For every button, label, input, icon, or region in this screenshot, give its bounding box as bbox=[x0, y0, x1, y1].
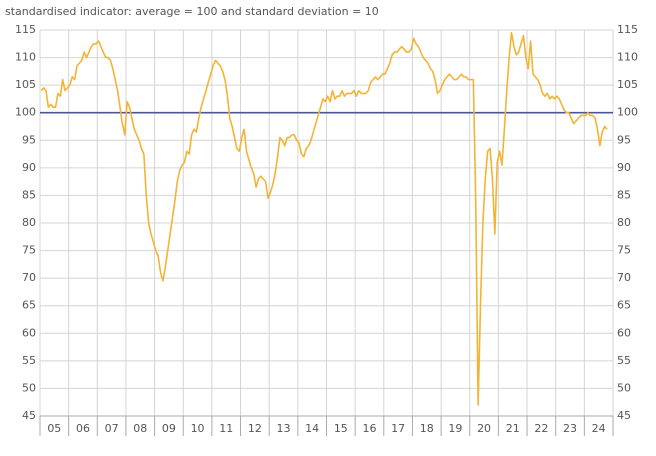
y2-tick-label: 85 bbox=[617, 188, 631, 201]
y2-tick-label: 105 bbox=[617, 78, 638, 91]
y2-tick-label: 100 bbox=[617, 106, 638, 119]
y2-tick-label: 70 bbox=[617, 271, 631, 284]
y2-tick-label: 65 bbox=[617, 299, 631, 312]
y-tick-label: 75 bbox=[22, 244, 36, 257]
y2-tick-label: 90 bbox=[617, 161, 631, 174]
y-tick-label: 65 bbox=[22, 299, 36, 312]
x-tick-label: 08 bbox=[133, 422, 147, 435]
x-tick-label: 18 bbox=[420, 422, 434, 435]
y-tick-label: 50 bbox=[22, 381, 36, 394]
y-tick-label: 85 bbox=[22, 188, 36, 201]
y-tick-label: 110 bbox=[15, 51, 36, 64]
y2-tick-label: 60 bbox=[617, 326, 631, 339]
x-tick-label: 12 bbox=[248, 422, 262, 435]
x-tick-label: 05 bbox=[47, 422, 61, 435]
y-tick-label: 105 bbox=[15, 78, 36, 91]
x-tick-label: 06 bbox=[76, 422, 90, 435]
y2-tick-label: 110 bbox=[617, 51, 638, 64]
x-tick-label: 16 bbox=[362, 422, 376, 435]
x-tick-label: 09 bbox=[162, 422, 176, 435]
x-tick-label: 14 bbox=[305, 422, 319, 435]
y2-tick-label: 75 bbox=[617, 244, 631, 257]
x-tick-label: 23 bbox=[563, 422, 577, 435]
x-tick-label: 20 bbox=[477, 422, 491, 435]
y-tick-label: 55 bbox=[22, 354, 36, 367]
y2-tick-label: 55 bbox=[617, 354, 631, 367]
x-tick-label: 17 bbox=[391, 422, 405, 435]
y-tick-label: 115 bbox=[15, 23, 36, 36]
data-line bbox=[40, 31, 608, 406]
x-tick-label: 13 bbox=[277, 422, 291, 435]
y2-tick-label: 50 bbox=[617, 381, 631, 394]
y-tick-label: 90 bbox=[22, 161, 36, 174]
y2-tick-label: 115 bbox=[617, 23, 638, 36]
y2-tick-label: 45 bbox=[617, 409, 631, 422]
x-tick-label: 24 bbox=[592, 422, 606, 435]
x-tick-label: 19 bbox=[448, 422, 462, 435]
y-tick-label: 100 bbox=[15, 106, 36, 119]
y-tick-label: 45 bbox=[22, 409, 36, 422]
y-tick-label: 95 bbox=[22, 133, 36, 146]
y2-tick-label: 95 bbox=[617, 133, 631, 146]
y2-tick-label: 80 bbox=[617, 216, 631, 229]
chart-subtitle: standardised indicator: average = 100 an… bbox=[5, 5, 379, 18]
x-tick-label: 22 bbox=[534, 422, 548, 435]
y-tick-label: 70 bbox=[22, 271, 36, 284]
x-tick-label: 15 bbox=[334, 422, 348, 435]
x-tick-label: 11 bbox=[219, 422, 233, 435]
x-tick-label: 21 bbox=[506, 422, 520, 435]
y-tick-label: 80 bbox=[22, 216, 36, 229]
x-tick-label: 07 bbox=[105, 422, 119, 435]
y-tick-label: 60 bbox=[22, 326, 36, 339]
x-tick-label: 10 bbox=[191, 422, 205, 435]
